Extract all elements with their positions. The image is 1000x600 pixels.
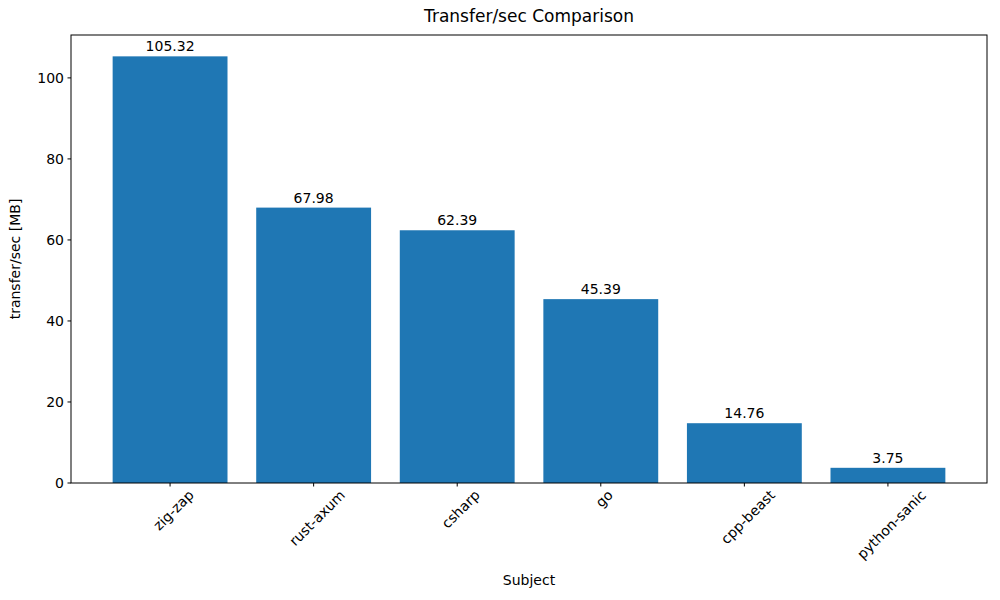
chart-canvas: Transfer/sec Comparison Subject transfer… — [0, 0, 1000, 600]
bar-csharp — [400, 230, 515, 483]
x-tick-label-csharp: csharp — [438, 487, 483, 532]
bar-value-label: 67.98 — [294, 190, 334, 206]
bar-value-label: 105.32 — [146, 38, 195, 54]
x-tick-label-go: go — [592, 487, 616, 511]
bar-value-label: 45.39 — [581, 281, 621, 297]
y-tick-label: 80 — [46, 151, 64, 167]
x-tick-label-python-sanic: python-sanic — [854, 487, 929, 562]
y-tick-label: 60 — [46, 232, 64, 248]
y-tick-label: 20 — [46, 394, 64, 410]
y-tick-label: 100 — [37, 70, 64, 86]
bar-go — [543, 299, 658, 483]
chart-title: Transfer/sec Comparison — [423, 6, 634, 26]
bar-value-label: 14.76 — [724, 405, 764, 421]
bar-value-label: 62.39 — [437, 212, 477, 228]
bar-cpp-beast — [687, 423, 802, 483]
y-tick-label: 40 — [46, 313, 64, 329]
x-tick-label-rust-axum: rust-axum — [286, 487, 348, 549]
plot-area: 0 20 40 60 80 100 zig-zap rust-axum csharp go cpp-… — [37, 35, 987, 562]
y-axis-title: transfer/sec [MB] — [7, 199, 23, 320]
bar-zig-zap — [113, 56, 228, 483]
bar-value-label: 3.75 — [872, 450, 903, 466]
x-axis-title: Subject — [503, 572, 556, 588]
bar-chart-figure: Transfer/sec Comparison Subject transfer… — [0, 0, 1000, 600]
x-tick-label-zig-zap: zig-zap — [150, 487, 197, 534]
x-tick-label-cpp-beast: cpp-beast — [718, 486, 779, 547]
bar-rust-axum — [256, 208, 371, 483]
bar-python-sanic — [831, 468, 946, 483]
y-tick-label: 0 — [55, 475, 64, 491]
